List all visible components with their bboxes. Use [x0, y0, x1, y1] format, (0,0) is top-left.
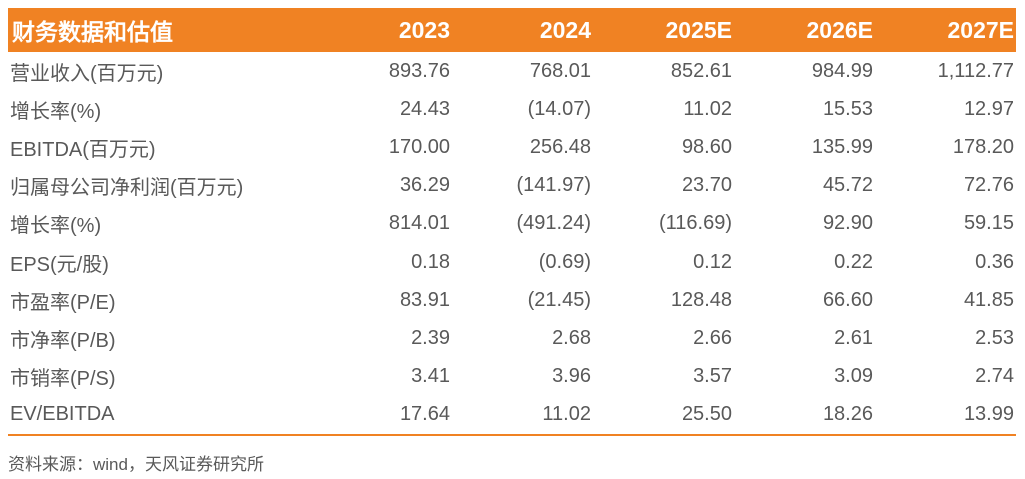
row-value-2023: 2.39: [411, 326, 450, 349]
table-row: 市净率(P/B) 2.39 2.68 2.66 2.61 2.53: [8, 319, 1016, 358]
row-value-2025e: 0.12: [693, 250, 732, 273]
row-value-2024: (141.97): [516, 174, 592, 197]
source-note: 资料来源：wind，天风证券研究所: [8, 455, 264, 474]
row-value-2026e: 2.61: [834, 326, 873, 349]
row-value-2025e: (116.69): [658, 212, 732, 235]
row-value-2023: 17.64: [399, 403, 450, 426]
financial-data-table: 财务数据和估值 2023 2024 2025E 2026E 2027E 营业收入…: [8, 8, 1016, 436]
row-value-2026e: 135.99: [811, 135, 873, 158]
row-value-2026e: 15.53: [822, 97, 873, 120]
row-value-2026e: 66.60: [822, 288, 873, 311]
row-value-2023: 36.29: [399, 174, 450, 197]
table-row: EBITDA(百万元) 170.00 256.48 98.60 135.99 1…: [8, 128, 1016, 167]
row-metric-label: 增长率(%): [10, 215, 102, 238]
row-metric-label: 归属母公司净利润(百万元): [10, 177, 244, 200]
row-metric-label: 市盈率(P/E): [10, 291, 116, 314]
row-value-2024: 2.68: [552, 326, 591, 349]
row-value-2026e: 18.26: [822, 403, 873, 426]
table-body: 营业收入(百万元) 893.76 768.01 852.61 984.99 1,…: [8, 52, 1016, 434]
row-value-2027e: 59.15: [963, 212, 1014, 235]
row-value-2025e: 98.60: [681, 135, 732, 158]
row-value-2025e: 852.61: [670, 59, 732, 82]
row-metric-label: 增长率(%): [10, 100, 102, 123]
row-value-2027e: 12.97: [963, 97, 1014, 120]
table-row: EV/EBITDA 17.64 11.02 25.50 18.26 13.99: [8, 395, 1016, 434]
row-value-2025e: 11.02: [683, 97, 732, 120]
row-value-2024: (21.45): [527, 288, 591, 311]
row-value-2025e: 3.57: [693, 365, 732, 388]
row-value-2024: 768.01: [529, 59, 591, 82]
row-value-2026e: 3.09: [834, 365, 873, 388]
table-row: 增长率(%) 814.01 (491.24) (116.69) 92.90 59…: [8, 204, 1016, 243]
table-row: 归属母公司净利润(百万元) 36.29 (141.97) 23.70 45.72…: [8, 166, 1016, 205]
row-value-2025e: 23.70: [681, 174, 732, 197]
row-value-2027e: 41.85: [963, 288, 1014, 311]
table-row: 市盈率(P/E) 83.91 (21.45) 128.48 66.60 41.8…: [8, 281, 1016, 320]
row-value-2027e: 1,112.77: [937, 59, 1014, 82]
table-header-year-2027e: 2027E: [947, 16, 1014, 43]
table-header-year-2023: 2023: [398, 16, 450, 43]
row-value-2024: 256.48: [529, 135, 591, 158]
table-row: EPS(元/股) 0.18 (0.69) 0.12 0.22 0.36: [8, 242, 1016, 282]
row-value-2025e: 2.66: [693, 326, 732, 349]
table-header-year-2025e: 2025E: [665, 16, 732, 43]
row-value-2023: 814.01: [388, 212, 450, 235]
row-value-2027e: 2.53: [975, 326, 1014, 349]
row-metric-label: EV/EBITDA: [10, 403, 115, 426]
row-value-2024: 11.02: [542, 403, 591, 426]
row-value-2023: 0.18: [411, 250, 450, 273]
row-metric-label: EBITDA(百万元): [10, 138, 156, 161]
table-header-title: 财务数据和估值: [12, 19, 173, 45]
table-row: 营业收入(百万元) 893.76 768.01 852.61 984.99 1,…: [8, 52, 1016, 91]
table-bottom-border: [8, 433, 1016, 436]
row-metric-label: 市销率(P/S): [10, 368, 116, 391]
table-row: 市销率(P/S) 3.41 3.96 3.57 3.09 2.74: [8, 357, 1016, 396]
row-value-2025e: 128.48: [670, 288, 732, 311]
row-value-2026e: 45.72: [822, 174, 873, 197]
table-header-year-2026e: 2026E: [806, 16, 873, 43]
row-value-2023: 24.43: [399, 97, 450, 120]
row-value-2024: 3.96: [552, 365, 591, 388]
row-value-2024: (0.69): [538, 250, 591, 273]
row-value-2024: (14.07): [527, 97, 591, 120]
row-value-2023: 170.00: [388, 135, 450, 158]
row-value-2023: 893.76: [388, 59, 450, 82]
row-value-2026e: 984.99: [811, 59, 873, 82]
row-metric-label: 营业收入(百万元): [10, 62, 164, 85]
table-header-year-2024: 2024: [539, 16, 591, 43]
row-value-2026e: 92.90: [822, 212, 873, 235]
row-metric-label: 市净率(P/B): [10, 329, 116, 352]
row-value-2025e: 25.50: [681, 403, 732, 426]
row-value-2027e: 2.74: [975, 365, 1014, 388]
row-value-2026e: 0.22: [834, 250, 873, 273]
row-value-2027e: 0.36: [975, 250, 1014, 273]
row-value-2027e: 178.20: [952, 135, 1014, 158]
row-metric-label: EPS(元/股): [10, 253, 109, 276]
row-value-2027e: 13.99: [963, 403, 1014, 426]
row-value-2027e: 72.76: [963, 174, 1014, 197]
row-value-2023: 83.91: [399, 288, 450, 311]
table-row: 增长率(%) 24.43 (14.07) 11.02 15.53 12.97: [8, 90, 1016, 129]
row-value-2024: (491.24): [516, 212, 592, 235]
table-header-row: 财务数据和估值 2023 2024 2025E 2026E 2027E: [8, 8, 1016, 52]
row-value-2023: 3.41: [411, 365, 450, 388]
